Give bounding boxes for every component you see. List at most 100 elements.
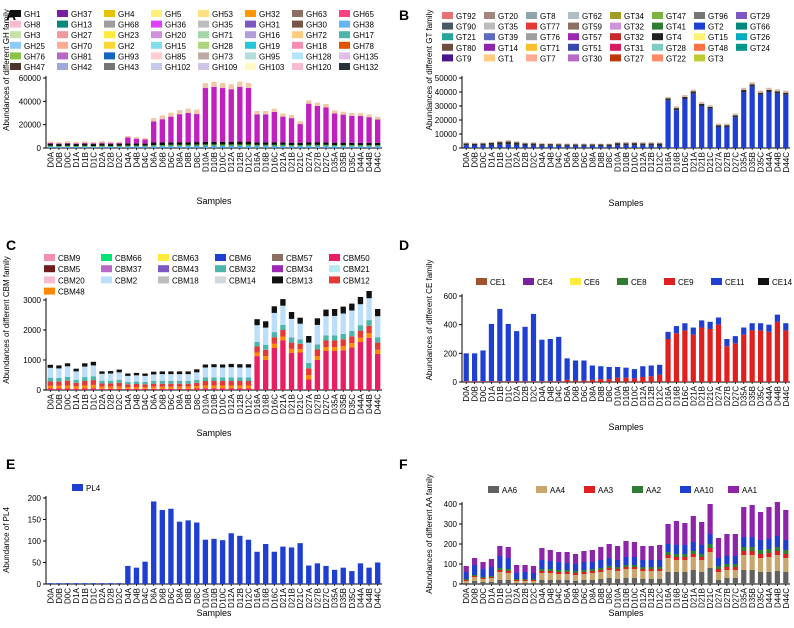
bar-segment-C (90, 380, 97, 385)
bar-segment-F (547, 573, 553, 580)
bar-segment-F (530, 581, 537, 583)
bar-segment-F (648, 560, 654, 567)
bar-segment-B (572, 145, 579, 148)
x-tick-label: D2C (115, 588, 124, 604)
bar-segment-D (463, 353, 469, 382)
bar-segment-A (340, 146, 346, 148)
bar-segment-F (673, 560, 680, 572)
bar-segment-C (331, 309, 338, 316)
bar-segment-C (366, 337, 372, 390)
bar-segment-C (254, 319, 260, 326)
bar-segment-C (280, 330, 286, 337)
bar-segment-B (640, 143, 646, 146)
bar-segment-D (724, 346, 730, 382)
legend-swatch (292, 63, 303, 70)
x-tick-label: D10C (630, 386, 639, 407)
panel-label: C (6, 237, 16, 253)
legend-label: GT96 (708, 12, 729, 21)
bar-segment-F (757, 572, 764, 584)
bar-segment-F (741, 555, 747, 570)
x-tick-label: D16C (681, 152, 690, 173)
bar-segment-F (547, 569, 553, 571)
bar-segment-F (699, 572, 705, 584)
legend-swatch (758, 278, 769, 285)
bar-segment-F (648, 546, 654, 560)
legend-swatch (736, 22, 747, 30)
bar-segment-B (572, 143, 579, 145)
legend-swatch (442, 54, 453, 62)
bar-segment-F (589, 562, 595, 569)
x-tick-label: D21B (288, 152, 297, 172)
bar-segment-F (665, 572, 671, 584)
bar-segment-A (56, 142, 62, 144)
bar-segment-A (142, 143, 148, 146)
bar-segment-C (142, 388, 148, 390)
bar-segment-D (766, 331, 772, 382)
x-tick-label: D35B (339, 588, 348, 608)
bar-segment-D (556, 336, 562, 382)
x-tick-label: D44A (765, 587, 774, 608)
bar-segment-B (648, 145, 654, 148)
legend-swatch (292, 20, 303, 28)
bar-segment-F (539, 560, 545, 569)
legend-label: GH17 (353, 31, 374, 40)
bar-segment-F (480, 577, 486, 578)
bar-segment-F (547, 571, 553, 573)
legend-label: GH78 (353, 42, 374, 51)
legend-label: AA3 (598, 486, 614, 495)
bar-segment-C (176, 381, 183, 384)
bar-segment-C (56, 378, 62, 382)
bar-segment-F (673, 572, 680, 584)
bar-segment-F (514, 573, 520, 579)
bar-segment-D (505, 323, 511, 382)
x-tick-label: D27A (305, 151, 314, 172)
bars (47, 501, 381, 584)
legend-swatch (728, 486, 739, 493)
bar-segment-F (530, 573, 537, 579)
x-tick-label: D44A (356, 587, 365, 608)
x-tick-label: D1A (72, 393, 81, 409)
bar-segment-A (288, 118, 295, 143)
x-tick-label: D2A (513, 151, 522, 167)
bar-segment-D (547, 339, 553, 382)
bar-segment-C (323, 351, 329, 390)
bar-segment-F (640, 546, 646, 560)
y-tick-label: 0 (453, 580, 458, 589)
bar-segment-C (176, 386, 183, 389)
bar-segment-A (64, 142, 71, 144)
legend-label: GH53 (212, 10, 233, 19)
x-tick-label: D4C (555, 386, 564, 402)
x-tick-label: D21A (279, 587, 288, 608)
bar-segment-C (271, 306, 277, 313)
bar-segment-F (505, 580, 511, 584)
bar-segment-A (366, 114, 372, 118)
bar-segment-F (749, 547, 755, 551)
bar-E (271, 551, 277, 584)
bar-segment-A (47, 143, 53, 146)
bar-segment-C (56, 365, 62, 369)
bar-segment-A (349, 115, 355, 143)
legend-swatch (245, 20, 256, 28)
bar-E (99, 583, 105, 584)
x-tick-label: D16A (253, 393, 262, 414)
bar-segment-F (749, 537, 755, 547)
bar-segment-A (82, 145, 88, 147)
bar-segment-F (572, 554, 579, 564)
bar-segment-B (783, 94, 789, 148)
bar-segment-A (99, 142, 105, 144)
bar-segment-B (715, 127, 722, 148)
legend-swatch (488, 486, 499, 493)
legend-swatch (736, 12, 747, 19)
x-tick-label: D6A (563, 151, 572, 167)
bar-segment-C (237, 377, 243, 381)
bar-segment-D (741, 334, 747, 382)
x-tick-label: D0B (471, 152, 480, 168)
legend-swatch (151, 41, 162, 49)
bar-segment-C (99, 383, 105, 387)
bar-segment-F (631, 557, 638, 565)
x-tick-label: D16A (253, 587, 262, 608)
bar-segment-B (699, 102, 705, 104)
bar-segment-D (732, 343, 738, 382)
x-tick-label: D6B (158, 394, 167, 410)
bar-segment-A (306, 100, 312, 104)
